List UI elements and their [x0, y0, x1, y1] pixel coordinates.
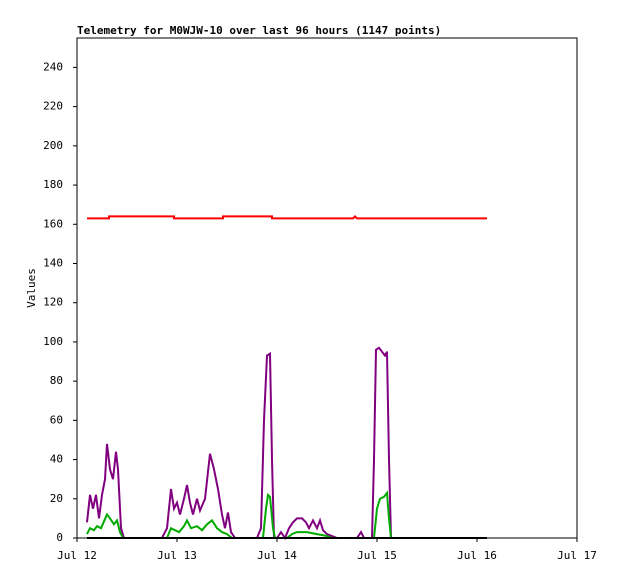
x-tick-label: Jul 17 — [557, 549, 597, 562]
y-tick-label: 60 — [50, 413, 63, 426]
x-tick-label: Jul 13 — [157, 549, 197, 562]
x-tick-label: Jul 14 — [257, 549, 297, 562]
series-line — [87, 214, 487, 220]
chart-title: Telemetry for M0WJW-10 over last 96 hour… — [77, 24, 441, 37]
y-tick-label: 180 — [43, 178, 63, 191]
x-tick-label: Jul 15 — [357, 549, 397, 562]
y-tick-label: 100 — [43, 335, 63, 348]
y-tick-label: 140 — [43, 256, 63, 269]
y-tick-label: 0 — [56, 531, 63, 544]
y-tick-label: 160 — [43, 217, 63, 230]
y-tick-label: 200 — [43, 139, 63, 152]
x-tick-label: Jul 16 — [457, 549, 497, 562]
y-tick-label: 240 — [43, 60, 63, 73]
y-tick-label: 80 — [50, 374, 63, 387]
x-tick-label: Jul 12 — [57, 549, 97, 562]
y-tick-label: 220 — [43, 100, 63, 113]
y-axis-label: Values — [25, 268, 38, 308]
y-tick-label: 120 — [43, 296, 63, 309]
y-tick-label: 20 — [50, 492, 63, 505]
y-tick-label: 40 — [50, 453, 63, 466]
